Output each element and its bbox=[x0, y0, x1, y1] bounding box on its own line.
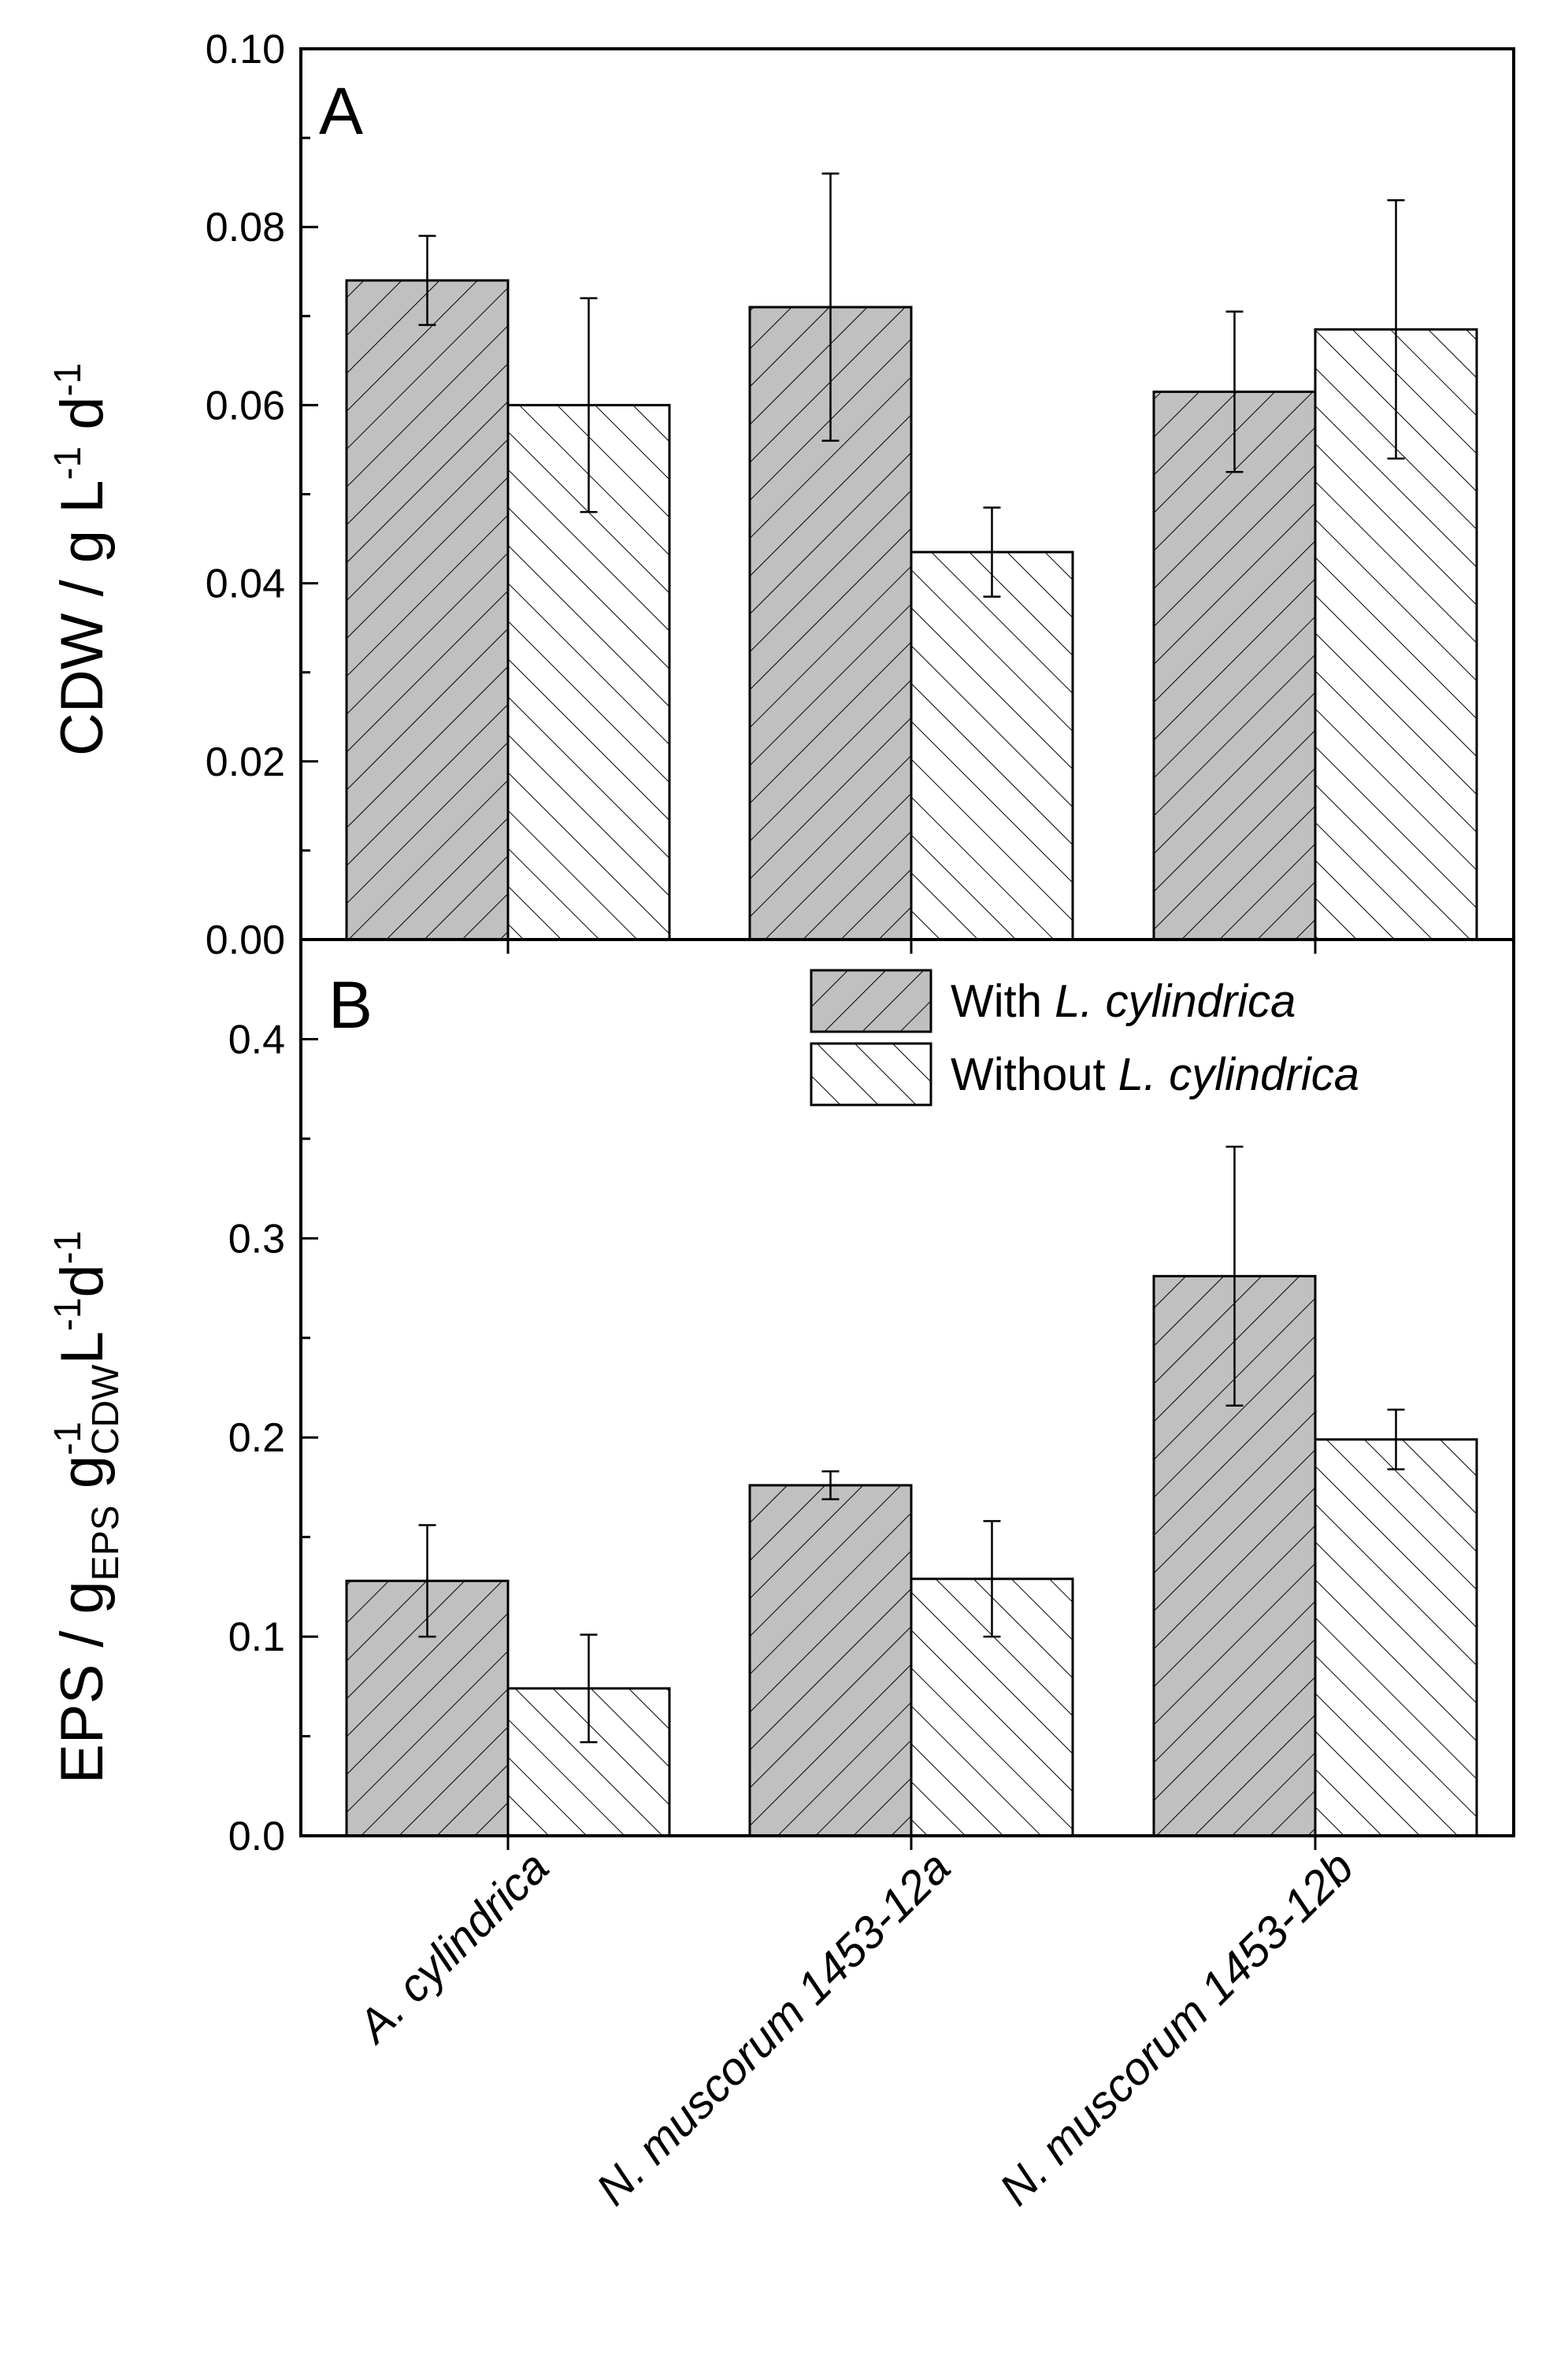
panel-a-bar-s0-c0 bbox=[345, 279, 510, 941]
panel-b-ytick-label-2: 0.2 bbox=[228, 1415, 285, 1461]
panel-a-bar-s0-c2 bbox=[1152, 390, 1317, 941]
panel-a-ytick-label-5: 0.10 bbox=[206, 27, 285, 72]
category-label-n-muscorum-12a: N. muscorum 1453-12a bbox=[587, 1841, 961, 2215]
panel-a-ytick-label-1: 0.02 bbox=[206, 740, 285, 785]
panel-a-letter: A bbox=[319, 74, 363, 148]
legend-label-without: Without L. cylindrica bbox=[951, 1049, 1359, 1100]
panel-b-bar-s1-c2 bbox=[1314, 1438, 1478, 1837]
panel-b-ytick-label-3: 0.3 bbox=[228, 1216, 285, 1262]
panel-b-ytick-label-0: 0.0 bbox=[228, 1814, 285, 1859]
panel-b-frame bbox=[299, 938, 1515, 1837]
legend: With L. cylindrica Without L. cylindrica bbox=[810, 969, 1359, 1107]
category-label-a-cylindrica: A. cylindrica bbox=[347, 1841, 558, 2053]
panel-a-ytick-label-0: 0.00 bbox=[206, 918, 285, 963]
axes-layer: 0.00 0.02 0.04 0.06 0.08 0.10 0.0 0.1 0.2 0.3 0.4 bbox=[206, 27, 1515, 1859]
panel-b-ytick-label-1: 0.1 bbox=[228, 1614, 285, 1660]
panel-b-bar-s0-c1 bbox=[748, 1484, 913, 1837]
panel-a-ytick-label-4: 0.08 bbox=[206, 205, 285, 250]
panel-b-ytick-label-4: 0.4 bbox=[228, 1017, 285, 1062]
y-axis-label-a: CDW / g L-1 d-1 bbox=[47, 363, 116, 756]
panel-b-letter: B bbox=[328, 968, 373, 1042]
panel-a-bar-s1-c1 bbox=[910, 551, 1074, 941]
category-label-n-muscorum-12b: N. muscorum 1453-12b bbox=[990, 1841, 1364, 2215]
legend-swatch-without-hatch bbox=[810, 1042, 932, 1107]
y-axis-label-b: EPS / gEPS g-1CDWL-1d-1 bbox=[47, 1231, 127, 1784]
legend-swatch-with-hatch bbox=[810, 969, 932, 1033]
legend-label-with: With L. cylindrica bbox=[951, 976, 1296, 1027]
bars-layer bbox=[345, 172, 1478, 1837]
panel-a-ytick-label-2: 0.04 bbox=[206, 562, 285, 607]
panel-a-ytick-label-3: 0.06 bbox=[206, 383, 285, 428]
